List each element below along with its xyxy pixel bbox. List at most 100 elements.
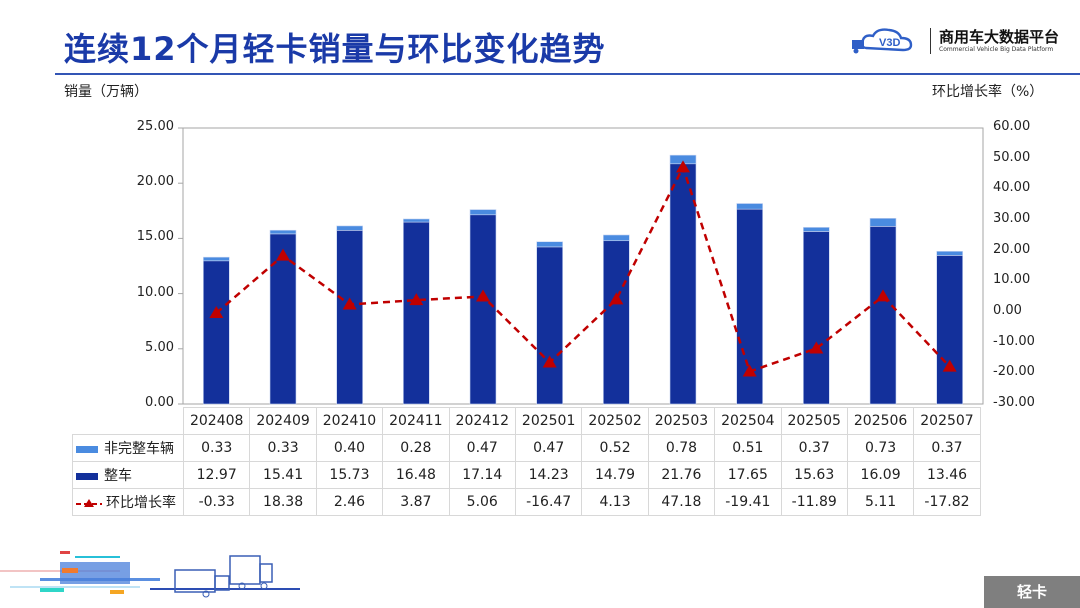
dashed-triangle-line-icon (76, 499, 102, 507)
table-row-growth: 环比增长率 -0.33 18.38 2.46 3.87 5.06 -16.47 4.13 47… (72, 488, 981, 516)
triangle-marker-icon (409, 293, 424, 306)
table-cell: 0.47 (514, 434, 583, 462)
plot-area (182, 127, 984, 405)
table-cell: 0.40 (315, 434, 384, 462)
right-axis-title: 环比增长率（%） (932, 84, 1044, 100)
bar-complete (469, 214, 497, 405)
right-axis-tick: 40.00 (993, 180, 1031, 196)
table-cell: 17.65 (714, 461, 782, 489)
table-row-complete: 整车 12.97 15.41 15.73 16.48 17.14 14.23 14.79 21… (72, 461, 981, 489)
bar-incomplete (336, 225, 363, 231)
table-cell: 15.73 (315, 461, 384, 489)
left-axis-tick: 5.00 (145, 339, 174, 355)
logo-subtitle: Commercial Vehicle Big Data Platform (939, 45, 1054, 53)
table-cell: -11.89 (780, 488, 848, 516)
table-header-cell: 202507 (913, 407, 981, 435)
table-cell: 4.13 (581, 488, 649, 516)
table-cell: 18.38 (249, 488, 317, 516)
left-axis-tick: 10.00 (136, 284, 174, 300)
bar-incomplete (736, 203, 763, 210)
table-header-cell: 202412 (448, 407, 516, 435)
table-corner (72, 407, 184, 435)
table-cell: -19.41 (714, 488, 782, 516)
table-cell: 14.23 (514, 461, 583, 489)
bar-complete (336, 230, 363, 405)
triangle-marker-icon (476, 289, 490, 302)
table-cell: 21.76 (647, 461, 716, 489)
triangle-marker-icon (676, 160, 690, 173)
right-axis-tick: 50.00 (993, 149, 1031, 165)
bar-incomplete (603, 234, 630, 242)
table-cell: 0.51 (714, 434, 782, 462)
bar-complete (603, 240, 630, 405)
table-cell: 13.46 (913, 461, 981, 489)
left-axis-tick: 25.00 (136, 119, 174, 134)
bar-incomplete (869, 218, 897, 227)
triangle-marker-icon (276, 248, 290, 261)
left-axis-title: 销量（万辆） (64, 84, 148, 100)
bar-complete (869, 226, 897, 405)
data-table: 202408 202409 202410 202411 202412 202501 2025… (72, 407, 981, 516)
triangle-marker-icon (942, 359, 957, 372)
bar-incomplete (469, 209, 497, 216)
table-header-row: 202408 202409 202410 202411 202412 202501 2025… (72, 407, 981, 435)
table-cell: -17.82 (913, 488, 981, 516)
table-header-cell: 202501 (514, 407, 583, 435)
table-header-cell: 202505 (780, 407, 848, 435)
bar-incomplete (203, 256, 230, 262)
table-cell: 0.33 (249, 434, 317, 462)
table-cell: 15.63 (780, 461, 848, 489)
title-divider (55, 73, 1080, 75)
right-axis-tick: -20.00 (993, 364, 1035, 380)
table-cell: 0.73 (846, 434, 915, 462)
legend-swatch-dark-blue-icon (76, 472, 98, 480)
table-header-cell: 202504 (714, 407, 782, 435)
bar-incomplete (403, 218, 430, 223)
triangle-marker-icon (209, 306, 224, 319)
table-cell: 16.09 (846, 461, 915, 489)
left-axis-tick: 20.00 (136, 174, 174, 190)
table-cell: 0.37 (780, 434, 848, 462)
table-header-cell: 202409 (249, 407, 317, 435)
sales-combo-chart (178, 127, 984, 405)
right-axis-tick: 60.00 (993, 119, 1031, 134)
left-axis-tick: 15.00 (136, 229, 174, 245)
table-cell: 0.78 (647, 434, 716, 462)
table-cell: 3.87 (382, 488, 450, 516)
bar-complete (936, 255, 963, 405)
legend-swatch-light-blue-icon (76, 445, 98, 453)
bar-incomplete (536, 241, 563, 248)
table-cell: 0.47 (448, 434, 516, 462)
bar-incomplete (269, 229, 297, 235)
table-cell: 5.11 (846, 488, 915, 516)
bar-incomplete (936, 251, 963, 256)
table-header-cell: 202506 (846, 407, 915, 435)
bar-complete (803, 231, 830, 405)
logo-name: 商用车大数据平台 (939, 27, 1060, 46)
right-axis-tick: -10.00 (993, 333, 1035, 349)
legend-label: 环比增长率 (106, 495, 176, 511)
triangle-marker-icon (809, 341, 824, 354)
page-title: 连续12个月轻卡销量与环比变化趋势 (64, 30, 606, 68)
legend-label: 非完整车辆 (104, 441, 174, 457)
table-header-cell: 202411 (382, 407, 450, 435)
svg-text:V3D: V3D (879, 37, 900, 49)
table-cell: -16.47 (514, 488, 583, 516)
right-axis-tick: 0.00 (993, 303, 1022, 318)
table-cell: 16.48 (382, 461, 450, 489)
left-axis-tick: 0.00 (145, 395, 174, 410)
triangle-marker-icon (876, 289, 890, 302)
table-header-cell: 202502 (581, 407, 649, 435)
right-axis-tick: -30.00 (993, 395, 1035, 410)
right-axis-tick: 20.00 (993, 241, 1031, 257)
table-cell: 47.18 (647, 488, 716, 516)
bar-complete (203, 260, 230, 405)
logo-separator (930, 28, 931, 54)
table-cell: -0.33 (182, 488, 251, 516)
bar-complete (403, 221, 430, 405)
table-cell: 14.79 (581, 461, 649, 489)
trucks-decoration-icon (0, 551, 300, 598)
table-cell: 0.37 (913, 434, 981, 462)
table-row-incomplete: 非完整车辆 0.33 0.33 0.40 0.28 0.47 0.47 0.52 0.78 0.… (72, 434, 981, 462)
growth-rate-line (215, 164, 951, 374)
